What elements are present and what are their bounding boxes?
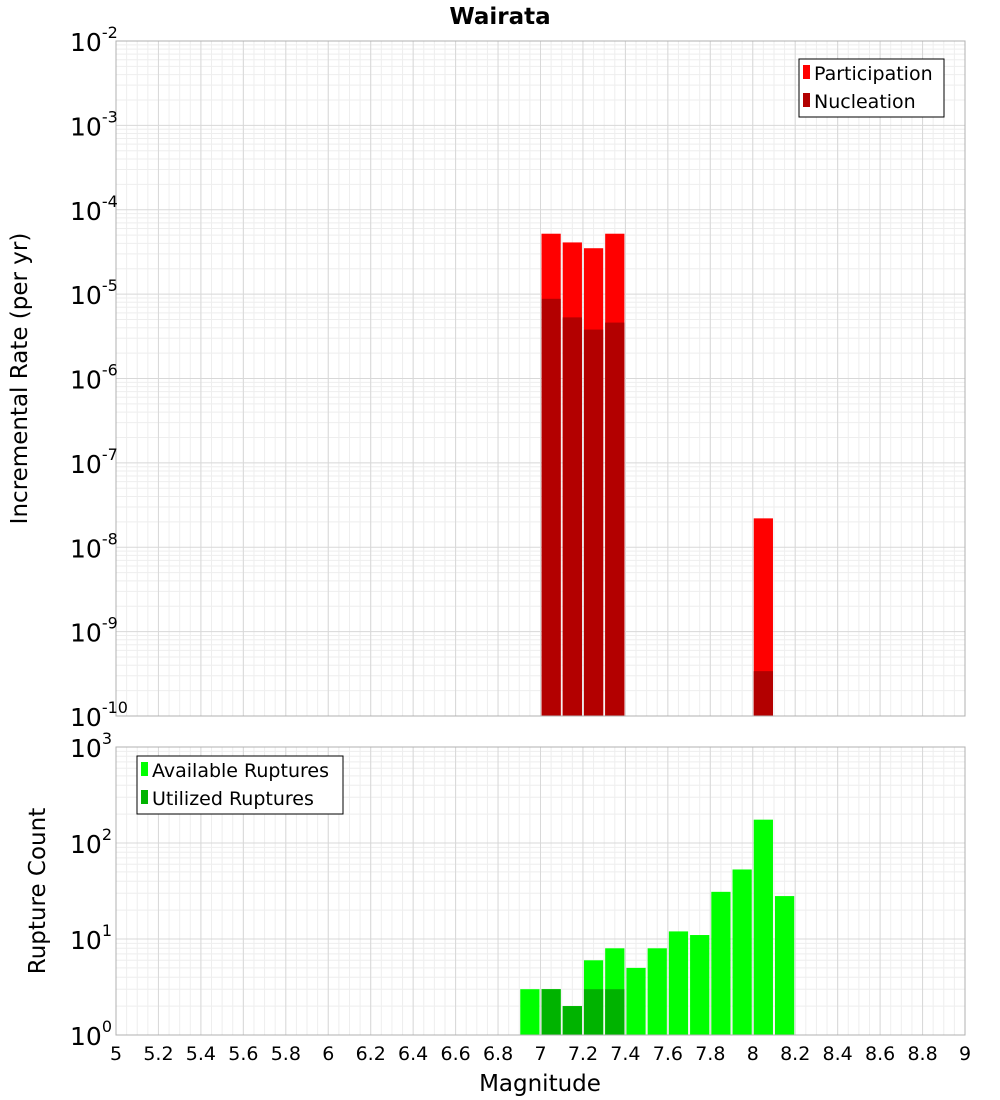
x-tick-label: 5.4 (186, 1043, 216, 1065)
legend-label: Available Ruptures (152, 760, 329, 782)
x-tick-label: 6.2 (356, 1043, 386, 1065)
bar-available-ruptures (647, 948, 667, 1035)
x-tick-label: 5.8 (271, 1043, 301, 1065)
y-tick-label: 10-10 (70, 698, 128, 732)
legend-swatch (803, 93, 810, 107)
legend-swatch (141, 790, 148, 804)
y-tick-label: 10-5 (70, 276, 118, 310)
bar-utilized-ruptures (605, 989, 625, 1035)
legend-swatch (803, 65, 810, 79)
bar-available-ruptures (520, 989, 540, 1035)
x-tick-label: 8 (747, 1043, 759, 1065)
legend: Available Ruptures Utilized Ruptures (136, 755, 344, 815)
x-tick-label: 8.2 (780, 1043, 810, 1065)
x-tick-label: 5 (110, 1043, 122, 1065)
y-tick-label: 101 (70, 921, 112, 955)
x-tick-label: 7 (534, 1043, 546, 1065)
y-tick-label: 10-2 (70, 23, 118, 57)
x-tick-label: 5.2 (143, 1043, 173, 1065)
x-tick-label: 7.6 (653, 1043, 683, 1065)
legend: Participation Nucleation (798, 58, 945, 118)
bar-utilized-ruptures (562, 1006, 582, 1035)
x-tick-label: 7.4 (610, 1043, 640, 1065)
bar-available-ruptures (774, 896, 795, 1035)
y-tick-label: 100 (70, 1017, 112, 1051)
y-axis-title: Incremental Rate (per yr) (7, 233, 33, 525)
legend-box (136, 755, 344, 815)
x-tick-label: 7.2 (568, 1043, 598, 1065)
bar-available-ruptures (753, 819, 773, 1035)
x-tick-label: 6.8 (483, 1043, 513, 1065)
bar-available-ruptures (732, 869, 752, 1035)
x-tick-label: 8.4 (823, 1043, 853, 1065)
x-tick-label: 6.4 (398, 1043, 428, 1065)
y-tick-label: 102 (70, 825, 112, 859)
bar-participation (753, 518, 773, 716)
bar-nucleation (605, 322, 625, 716)
x-tick-label: 6 (322, 1043, 334, 1065)
y-tick-label: 103 (70, 729, 112, 763)
bar-available-ruptures (690, 935, 710, 1035)
y-tick-label: 10-8 (70, 529, 118, 563)
y-axis-title: Rupture Count (25, 808, 51, 974)
bar-available-ruptures (626, 967, 646, 1035)
y-tick-label: 10-3 (70, 107, 118, 141)
x-tick-label: 6.6 (440, 1043, 470, 1065)
x-axis: 5 5.2 5.4 5.6 5.8 6 6.2 6.4 6.6 6.8 7 7.2 7.4 7.6 7.8 8… (110, 1043, 971, 1065)
y-tick-label: 10-4 (70, 192, 118, 226)
x-tick-label: 5.6 (228, 1043, 258, 1065)
plot-frame (115, 746, 966, 1036)
y-tick-label: 10-7 (70, 445, 118, 479)
plot-frame (115, 40, 966, 717)
x-tick-label: 9 (959, 1043, 971, 1065)
bar-nucleation (753, 671, 773, 716)
y-tick-label: 10-9 (70, 614, 118, 648)
bar-nucleation (562, 317, 582, 716)
panel-2: 100 101 102 103 Rupture Count Available Ruptu… (25, 729, 966, 1051)
legend-box (798, 58, 945, 118)
bar-nucleation (583, 329, 604, 716)
bar-utilized-ruptures (541, 989, 561, 1035)
x-axis-title: Magnitude (479, 1071, 601, 1097)
bar-available-ruptures (711, 891, 731, 1035)
legend-label: Utilized Ruptures (152, 788, 314, 810)
x-tick-label: 7.8 (695, 1043, 725, 1065)
x-tick-label: 8.8 (907, 1043, 937, 1065)
bar-utilized-ruptures (583, 989, 604, 1035)
panel-1: 10-10 10-9 10-8 10-7 10-6 10-5 10-4 10-3 10-2 Inc… (7, 23, 966, 732)
chart-title: Wairata (449, 4, 550, 30)
y-tick-label: 10-6 (70, 361, 118, 395)
legend-label: Participation (814, 63, 933, 85)
legend-label: Nucleation (814, 91, 916, 113)
x-tick-label: 8.6 (865, 1043, 895, 1065)
bar-available-ruptures (668, 931, 689, 1035)
legend-swatch (141, 762, 148, 776)
bar-nucleation (541, 298, 561, 716)
